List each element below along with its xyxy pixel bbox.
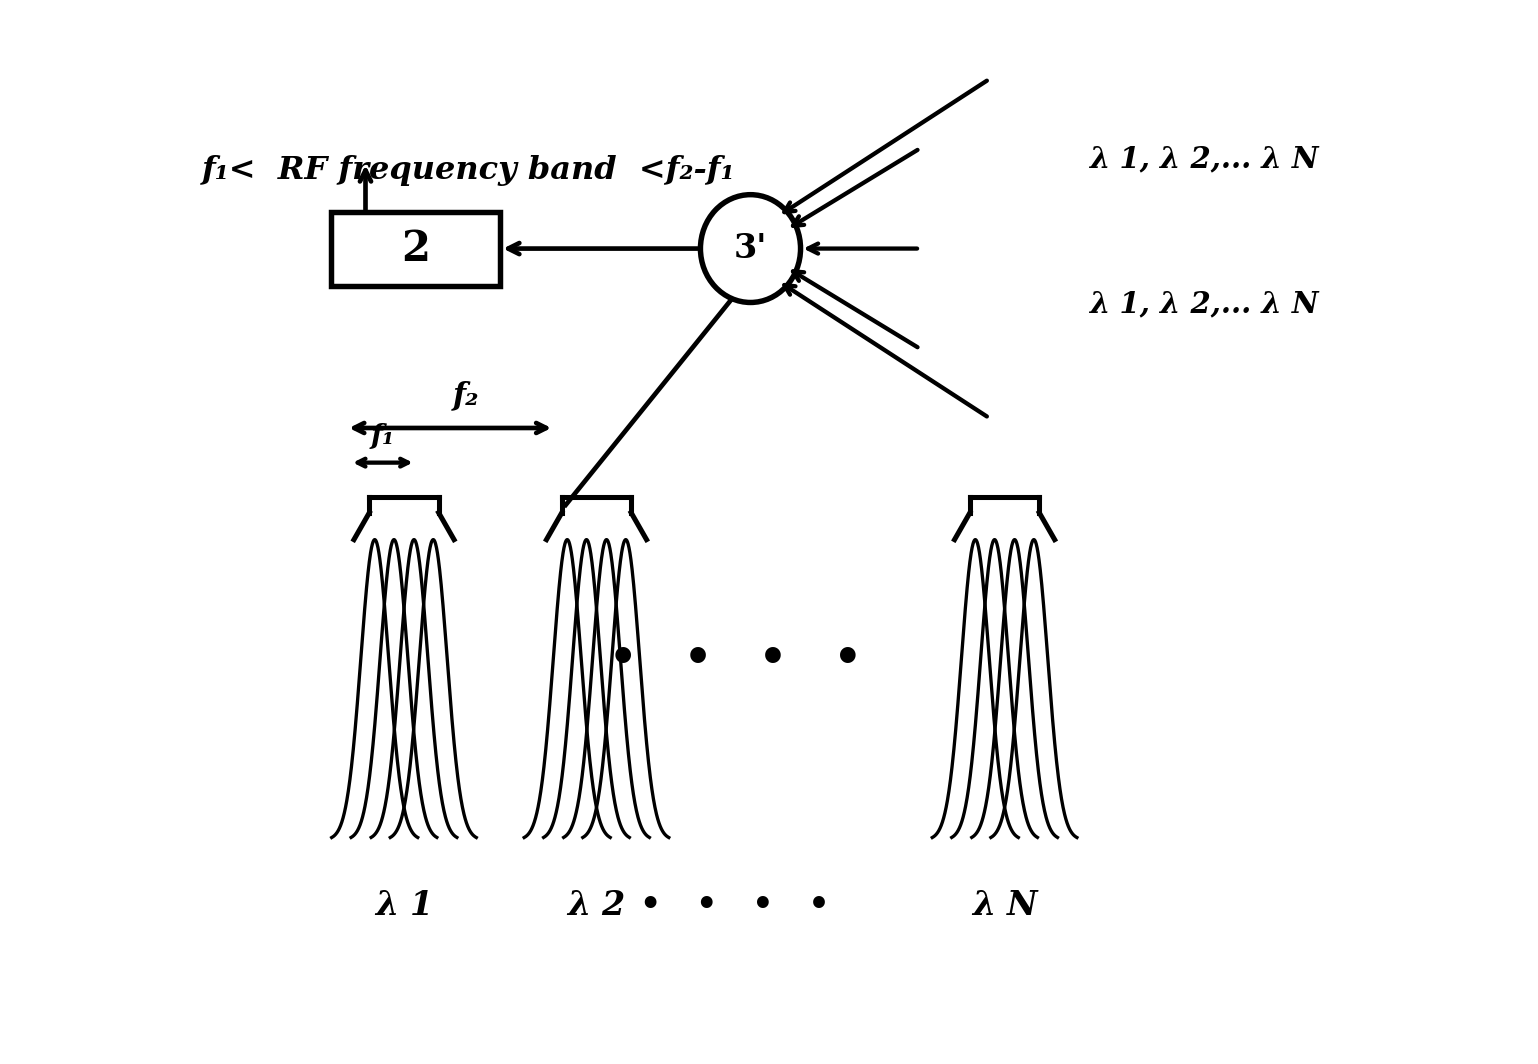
Text: λ 2: λ 2 bbox=[568, 888, 626, 921]
Text: λ 1, λ 2,... λ N: λ 1, λ 2,... λ N bbox=[1089, 145, 1318, 173]
Text: 3': 3' bbox=[734, 232, 767, 265]
Text: •   •   •   •: • • • • bbox=[640, 888, 831, 921]
Text: •   •   •   •: • • • • bbox=[609, 637, 861, 681]
Bar bbox=[331, 213, 500, 285]
Text: f₂: f₂ bbox=[452, 380, 478, 411]
Text: 2: 2 bbox=[401, 228, 431, 270]
Ellipse shape bbox=[700, 195, 801, 302]
Text: f₁: f₁ bbox=[371, 423, 395, 450]
Text: λ 1: λ 1 bbox=[375, 888, 434, 921]
Text: λ 1, λ 2,... λ N: λ 1, λ 2,... λ N bbox=[1089, 289, 1318, 318]
Text: f₁<  RF frequency band  <f₂-f₁: f₁< RF frequency band <f₂-f₁ bbox=[203, 154, 735, 185]
Text: λ N: λ N bbox=[972, 888, 1037, 921]
